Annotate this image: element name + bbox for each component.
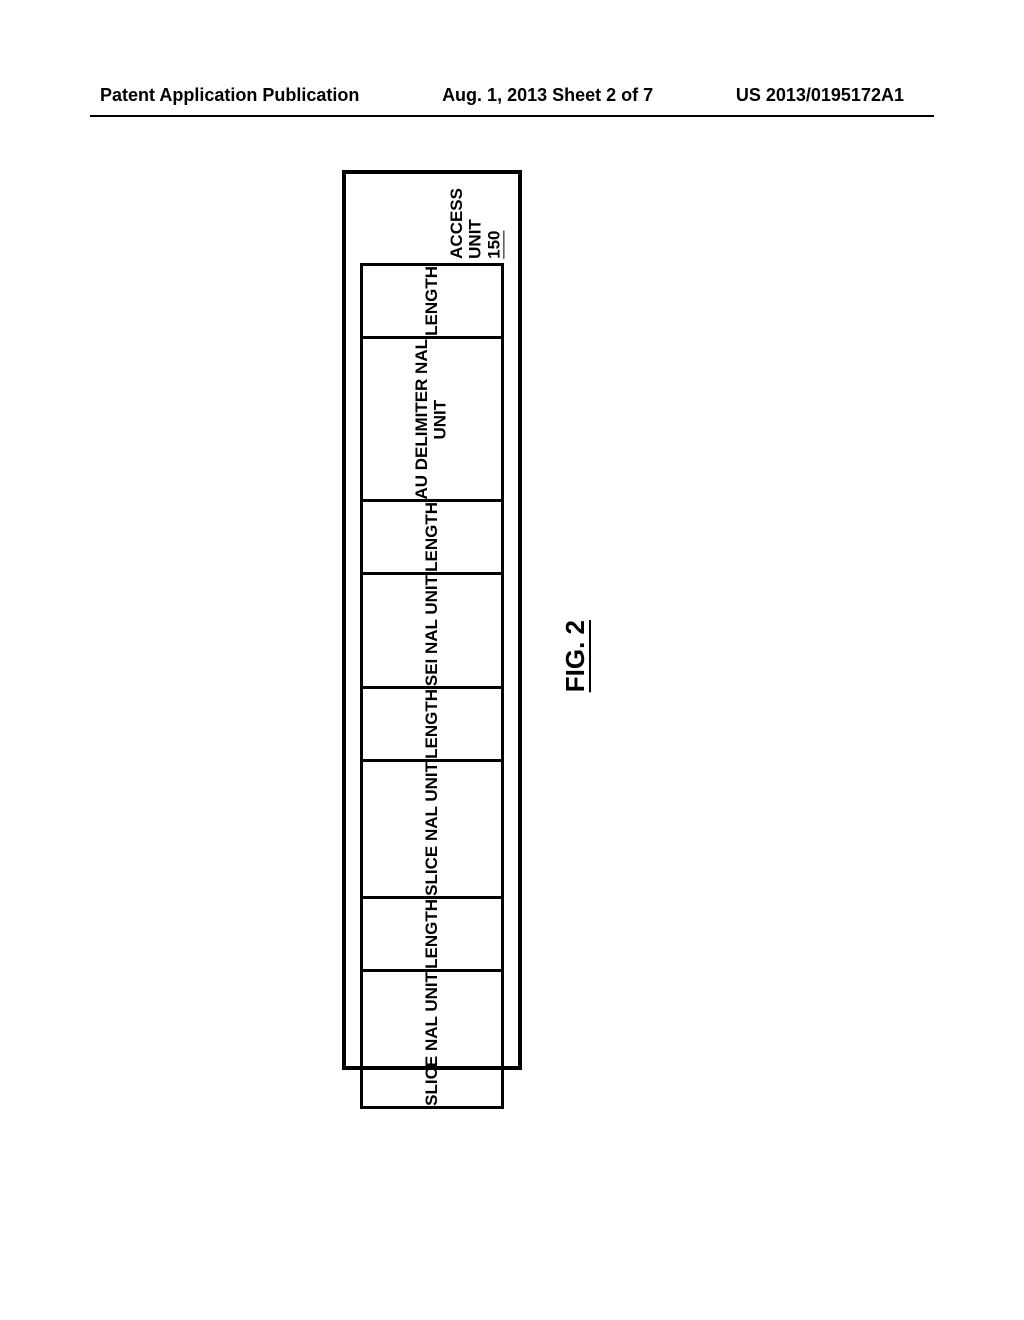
segment: LENGTH (363, 499, 501, 572)
segment-label: LENGTH (423, 266, 442, 336)
header-left: Patent Application Publication (100, 85, 359, 106)
header-center: Aug. 1, 2013 Sheet 2 of 7 (442, 85, 653, 106)
segment: SEI NAL UNIT (363, 572, 501, 686)
segment: SLICE NAL UNIT (363, 759, 501, 896)
access-unit-box: ACCESS UNIT 150 LENGTH AU DELIMITER NALUN… (342, 170, 522, 1070)
segment: LENGTH (363, 266, 501, 336)
header-right: US 2013/0195172A1 (736, 85, 904, 106)
access-unit-figure: ACCESS UNIT 150 LENGTH AU DELIMITER NALUN… (342, 170, 522, 1070)
access-unit-title-num: 150 (484, 230, 503, 258)
segment-label: LENGTH (423, 689, 442, 759)
segment-label: AU DELIMITER NALUNIT (413, 339, 450, 500)
segment-label: LENGTH (423, 899, 442, 969)
segment: SLICE NAL UNIT (363, 969, 501, 1106)
access-unit-title: ACCESS UNIT 150 (448, 188, 504, 259)
segment-label: SLICE NAL UNIT (423, 972, 442, 1106)
segment: AU DELIMITER NALUNIT (363, 336, 501, 500)
segment: LENGTH (363, 896, 501, 969)
access-unit-title-text: ACCESS UNIT (447, 188, 485, 259)
page-header: Patent Application Publication Aug. 1, 2… (0, 85, 1024, 106)
segment-label: SEI NAL UNIT (423, 575, 442, 686)
segment: LENGTH (363, 686, 501, 759)
header-rule (90, 115, 934, 117)
figure-caption: FIG. 2 (560, 620, 591, 692)
segment-label: SLICE NAL UNIT (423, 762, 442, 896)
segment-label: LENGTH (423, 502, 442, 572)
segment-stack: LENGTH AU DELIMITER NALUNIT LENGTH SEI NAL … (360, 263, 504, 1109)
